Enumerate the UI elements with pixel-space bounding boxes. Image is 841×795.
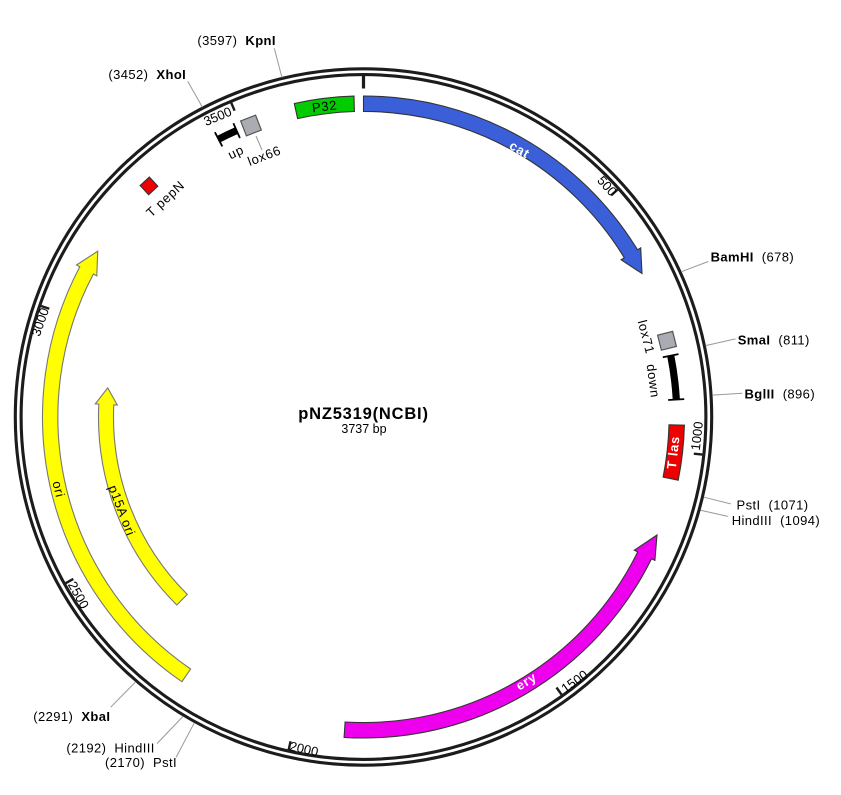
svg-text:(2291) XbaI: (2291) XbaI: [33, 709, 110, 724]
svg-text:T las: T las: [664, 435, 683, 470]
svg-text:(3597) KpnI: (3597) KpnI: [197, 33, 276, 48]
svg-text:BglII (896): BglII (896): [745, 387, 816, 402]
svg-text:P32: P32: [311, 97, 338, 115]
svg-text:BamHI (678): BamHI (678): [711, 250, 795, 265]
svg-text:(2192) HindIII: (2192) HindIII: [66, 741, 154, 756]
svg-text:(2170) PstI: (2170) PstI: [105, 755, 177, 770]
svg-text:HindIII (1094): HindIII (1094): [732, 513, 820, 528]
svg-text:3737 bp: 3737 bp: [341, 422, 386, 436]
svg-text:pNZ5319(NCBI): pNZ5319(NCBI): [298, 405, 429, 423]
svg-text:(3452) XhoI: (3452) XhoI: [108, 67, 186, 82]
svg-text:ori: ori: [49, 480, 67, 500]
svg-text:down: down: [644, 363, 663, 399]
svg-text:2000: 2000: [288, 738, 320, 759]
svg-text:SmaI (811): SmaI (811): [738, 332, 810, 347]
svg-text:up: up: [225, 142, 246, 162]
svg-text:PstI (1071): PstI (1071): [737, 498, 809, 513]
svg-text:1000: 1000: [688, 421, 706, 451]
